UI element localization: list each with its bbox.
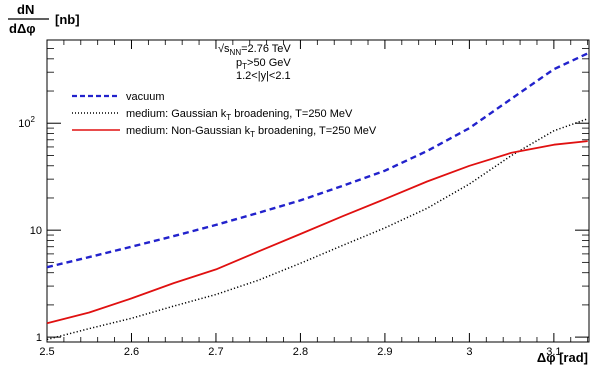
legend-label-gaussian: medium: Gaussian kT broadening, T=250 Me…: [126, 108, 353, 122]
series-line-non-gaussian: [46, 140, 588, 325]
plot-frame: [46, 39, 590, 343]
series-line-vacuum: [46, 52, 589, 269]
x-tick-label: 3: [466, 346, 472, 358]
annotation-rapidity: 1.2<|y|<2.1: [236, 70, 291, 82]
series-lines: [46, 52, 589, 341]
y-axis-title-unit: [nb]: [55, 12, 80, 27]
y-tick-label: 10: [30, 225, 42, 237]
y-axis-title: dN dΔφ [nb]: [8, 2, 80, 36]
legend-label-non-gaussian: medium: Non-Gaussian kT broadening, T=25…: [126, 125, 377, 139]
legend: vacuum medium: Gaussian kT broadening, T…: [72, 91, 377, 139]
x-tick-label: 2.6: [124, 346, 139, 358]
x-tick-label: 3.1: [546, 346, 561, 358]
annotation-energy: √sNN=2.76 TeV: [218, 43, 291, 57]
x-tick-label: 2.8: [293, 346, 308, 358]
y-tick-label: 1: [36, 332, 42, 344]
x-tick-label: 2.5: [39, 346, 54, 358]
x-tick-label: 2.7: [208, 346, 223, 358]
y-axis-title-denominator: dΔφ: [9, 21, 36, 36]
x-tick-label: 2.9: [377, 346, 392, 358]
x-axis-title: Δφ [rad]: [537, 350, 588, 365]
y-tick-label: 102: [18, 115, 35, 130]
annotations: √sNN=2.76 TeV pT>50 GeV 1.2<|y|<2.1: [218, 43, 291, 82]
series-line-gaussian: [46, 118, 588, 341]
legend-label-vacuum: vacuum: [126, 91, 165, 103]
annotation-pt: pT>50 GeV: [236, 57, 291, 71]
axis-ticks: 2.5 2.6 2.7 2.8 2.9 3 3.1 1 10 102: [18, 39, 589, 358]
y-axis-title-numerator: dN: [17, 2, 34, 17]
